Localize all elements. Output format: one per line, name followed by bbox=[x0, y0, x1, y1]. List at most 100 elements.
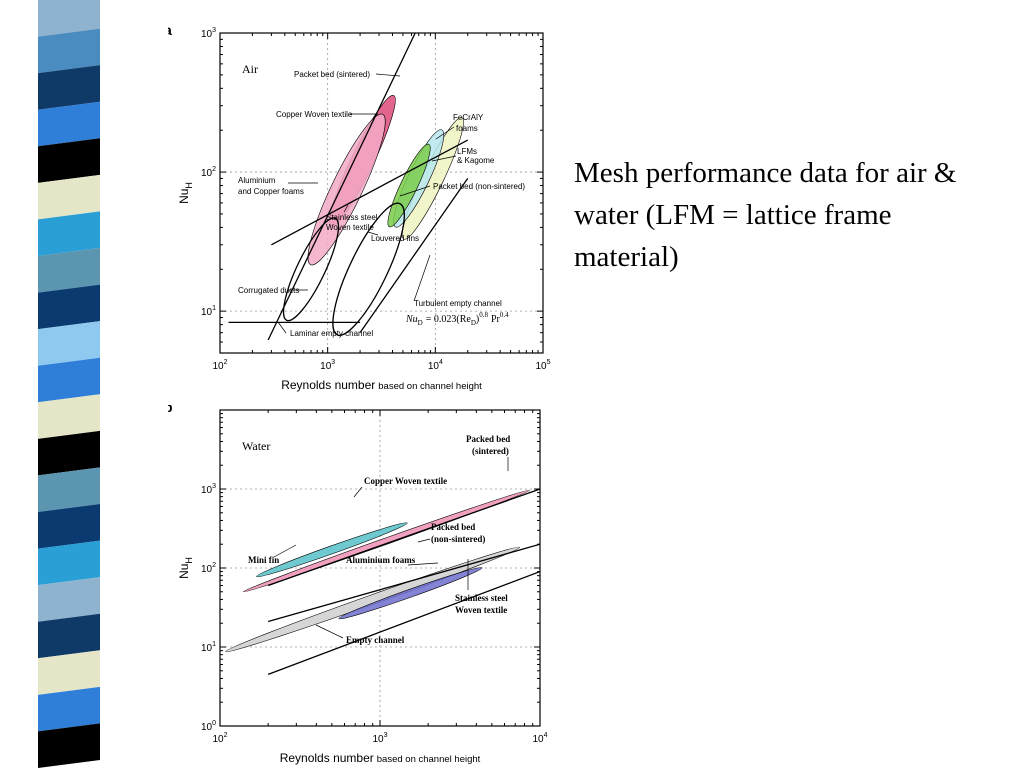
plot-area bbox=[225, 488, 540, 676]
annotation-label: foams bbox=[456, 124, 478, 133]
tick-exponent: 5 bbox=[547, 359, 551, 366]
annotation-leader bbox=[343, 204, 349, 213]
tick-mantissa: 10 bbox=[428, 361, 440, 372]
tick-mantissa: 10 bbox=[320, 361, 332, 372]
annotation-label: Stainless steel bbox=[455, 593, 508, 603]
annotation-label: LFMs bbox=[457, 147, 477, 156]
stripe-segment bbox=[38, 613, 100, 659]
annotation-label: Woven textile bbox=[326, 223, 374, 232]
annotation-label: Corrugated ducts bbox=[238, 286, 299, 295]
annotation-leader bbox=[417, 538, 431, 543]
y-axis-label-sub: H bbox=[184, 182, 194, 189]
stripe-segment bbox=[38, 174, 100, 220]
tick-exponent: 0 bbox=[212, 720, 216, 727]
annotation-label: (non-sintered) bbox=[431, 534, 485, 544]
y-axis-label-main: Nu bbox=[177, 564, 191, 579]
region-louvered-fins bbox=[332, 202, 405, 336]
stripe-segment bbox=[38, 28, 100, 74]
stripe-segment bbox=[38, 430, 100, 476]
region-aluminium-and-copper-foams bbox=[307, 113, 386, 266]
tick-mantissa: 10 bbox=[201, 485, 213, 496]
plot-area bbox=[228, 33, 469, 341]
panel-label: b bbox=[168, 405, 173, 415]
tick-exponent: 4 bbox=[544, 732, 548, 739]
y-tick-label: 102 bbox=[201, 562, 216, 575]
annotation-label: Laminar empty channel bbox=[290, 329, 373, 338]
tick-exponent: 3 bbox=[212, 27, 216, 34]
y-axis-label-main: Nu bbox=[177, 189, 191, 204]
tick-exponent: 3 bbox=[384, 732, 388, 739]
x-axis-label: Reynolds number based on channel height bbox=[281, 378, 482, 392]
annotation-leader bbox=[435, 126, 455, 140]
y-tick-label: 100 bbox=[201, 720, 216, 733]
x-tick-label: 102 bbox=[212, 359, 227, 372]
stripe-segment bbox=[38, 138, 100, 183]
tick-mantissa: 10 bbox=[201, 168, 213, 179]
tick-exponent: 3 bbox=[331, 359, 335, 366]
annotation-label: FeCrAlY bbox=[453, 113, 484, 122]
region-copper-woven-textile bbox=[243, 489, 531, 593]
stripe-segment bbox=[38, 357, 100, 403]
stripe-segment bbox=[38, 284, 100, 330]
annotation-leader bbox=[413, 254, 431, 302]
tick-mantissa: 10 bbox=[201, 643, 213, 654]
fluid-label: Air bbox=[242, 62, 258, 76]
stripe-segment bbox=[38, 686, 100, 732]
annotation-label: Woven textile bbox=[455, 605, 507, 615]
annotation-label: Empty channel bbox=[346, 635, 405, 645]
panel-label: a bbox=[168, 22, 172, 38]
eq-lhs: Nu bbox=[405, 314, 418, 325]
annotation-leader bbox=[315, 624, 344, 639]
annotation-label: Copper Woven textile bbox=[276, 110, 353, 119]
tick-exponent: 2 bbox=[212, 166, 216, 173]
eq-tail: Pr bbox=[491, 314, 501, 325]
eq-lhs-sub: D bbox=[418, 319, 423, 327]
line-packed-bed-sintered bbox=[267, 488, 540, 587]
stripe-segment bbox=[38, 540, 100, 586]
equation-label: NuD = 0.023(ReD)0.8 Pr0.4 bbox=[405, 311, 509, 327]
stripe-segment bbox=[38, 65, 100, 110]
eq-close: ) bbox=[476, 314, 479, 325]
region-corrugated-ducts bbox=[282, 217, 340, 322]
stripe-segment bbox=[38, 101, 100, 147]
tick-mantissa: 10 bbox=[201, 722, 213, 733]
tick-mantissa: 10 bbox=[532, 734, 544, 745]
stripe-segment bbox=[38, 650, 100, 695]
tick-mantissa: 10 bbox=[201, 29, 213, 40]
x-axis-label: Reynolds number based on channel height bbox=[280, 751, 481, 765]
region-stainless-steel-woven-textile bbox=[387, 143, 431, 228]
fluid-label: Water bbox=[242, 439, 270, 453]
stripe-segment bbox=[38, 504, 100, 549]
annotation-label: Packet bed (sintered) bbox=[294, 70, 370, 79]
annotation-label: and Copper foams bbox=[238, 187, 304, 196]
annotation-leader bbox=[277, 321, 287, 334]
tick-exponent: 2 bbox=[212, 562, 216, 569]
y-axis-label: NuH bbox=[177, 557, 194, 579]
annotation-label: Louvered fins bbox=[371, 234, 419, 243]
x-axis-label-suffix: based on channel height bbox=[377, 754, 481, 765]
plot-frame bbox=[219, 32, 544, 354]
stripe-segment bbox=[38, 0, 100, 37]
x-axis-label-main: Reynolds number bbox=[280, 751, 374, 765]
decorative-stripe-bar bbox=[0, 0, 118, 768]
tick-exponent: 3 bbox=[212, 483, 216, 490]
stripe-segment bbox=[38, 394, 100, 439]
line-packet-bed-non-sintered bbox=[271, 139, 469, 246]
annotation-leader bbox=[273, 544, 297, 558]
tick-mantissa: 10 bbox=[212, 361, 224, 372]
line-turbulent-empty-channel bbox=[359, 178, 469, 334]
tick-mantissa: 10 bbox=[212, 734, 224, 745]
y-tick-label: 101 bbox=[201, 305, 216, 318]
y-tick-label: 103 bbox=[201, 483, 216, 496]
annotation-label: (sintered) bbox=[472, 446, 509, 456]
annotation-label: Aluminium foams bbox=[346, 555, 416, 565]
annotation-leader bbox=[367, 231, 379, 236]
annotation-leader bbox=[407, 562, 439, 566]
tick-mantissa: 10 bbox=[372, 734, 384, 745]
eq-mid-sub: D bbox=[471, 319, 476, 327]
x-axis-label-suffix: based on channel height bbox=[378, 381, 482, 392]
x-tick-label: 103 bbox=[320, 359, 335, 372]
annotation-label: Packet bed (non-sintered) bbox=[433, 182, 525, 191]
annotation-label: Mini fin bbox=[248, 555, 279, 565]
